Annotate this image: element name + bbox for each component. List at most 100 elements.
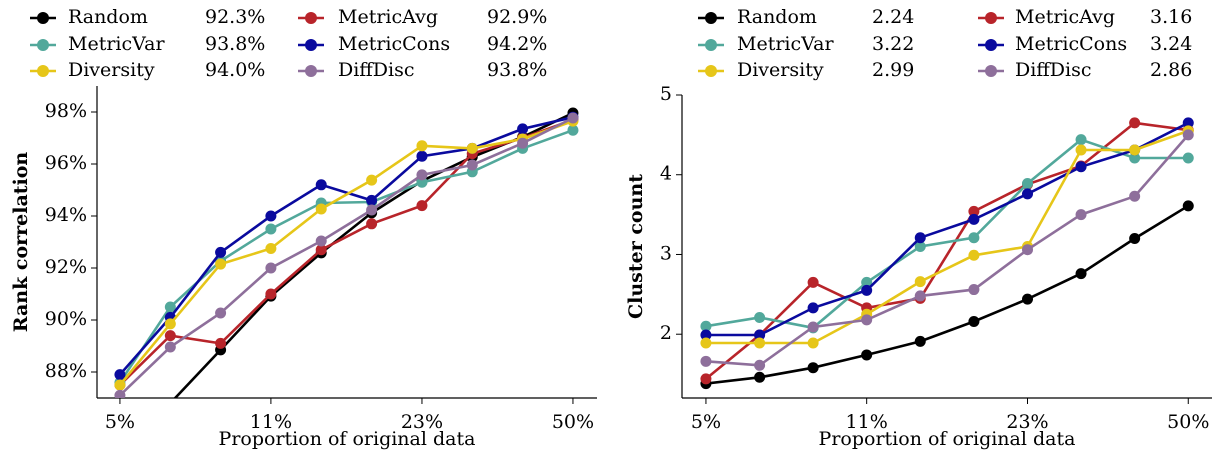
data-point: [1075, 268, 1087, 280]
data-point: [366, 174, 378, 186]
data-point: [700, 373, 712, 385]
data-point: [1182, 152, 1194, 164]
x-tick-label: 50%: [1167, 411, 1209, 433]
legend-marker: [37, 39, 49, 51]
data-point: [1075, 209, 1087, 221]
data-point: [1129, 152, 1141, 164]
data-point: [700, 329, 712, 341]
data-point: [968, 284, 980, 296]
data-point: [1022, 293, 1034, 305]
legend-label: Diversity: [737, 59, 824, 81]
data-point: [754, 337, 766, 349]
legend-label: DiffDisc: [1015, 59, 1092, 81]
data-point: [914, 232, 926, 244]
data-point: [754, 371, 766, 383]
data-point: [265, 223, 277, 235]
x-tick-label: 5%: [105, 411, 135, 433]
legend-label: Diversity: [68, 59, 155, 81]
data-point: [164, 341, 176, 353]
data-point: [265, 210, 277, 222]
data-point: [700, 320, 712, 332]
data-point: [807, 337, 819, 349]
y-axis-label: Cluster count: [625, 174, 647, 319]
data-point: [517, 137, 529, 149]
data-point: [164, 318, 176, 330]
x-axis-label: Proportion of original data: [219, 428, 476, 450]
data-point: [215, 258, 227, 270]
legend-marker: [985, 39, 997, 51]
legend-value: 2.24: [872, 6, 914, 28]
data-point: [517, 123, 529, 135]
legend-value: 93.8%: [205, 33, 265, 55]
y-tick-label: 90%: [45, 308, 87, 330]
data-point: [914, 276, 926, 288]
legend-marker: [37, 65, 49, 77]
data-point: [1129, 117, 1141, 129]
legend-label: MetricVar: [737, 33, 834, 55]
y-tick-label: 5: [660, 83, 672, 105]
x-tick-label: 5%: [691, 411, 721, 433]
data-point: [914, 290, 926, 302]
legend-label: MetricAvg: [338, 6, 438, 28]
legend-marker: [305, 39, 317, 51]
legend-value: 3.22: [872, 33, 914, 55]
data-point: [807, 362, 819, 374]
legend-marker: [705, 12, 717, 24]
data-point: [807, 276, 819, 288]
series-line: [173, 111, 574, 398]
data-point: [861, 284, 873, 296]
legend-value: 2.86: [1150, 59, 1192, 81]
legend-value: 92.3%: [205, 6, 265, 28]
data-point: [1129, 233, 1141, 245]
data-point: [315, 244, 327, 256]
legend-label: MetricVar: [68, 33, 165, 55]
data-point: [164, 330, 176, 342]
series-line: [705, 129, 1189, 345]
data-point: [700, 355, 712, 367]
data-point: [366, 204, 378, 216]
data-point: [1022, 188, 1034, 200]
series-line: [118, 116, 574, 397]
legend-value: 93.8%: [487, 59, 547, 81]
plot-area: [114, 107, 579, 398]
data-point: [567, 112, 579, 124]
legend-marker: [305, 65, 317, 77]
legend-label: Random: [68, 6, 148, 28]
data-point: [1182, 129, 1194, 141]
y-tick-label: 88%: [45, 360, 87, 382]
data-point: [807, 321, 819, 333]
series-line: [118, 118, 574, 386]
data-point: [1075, 161, 1087, 173]
data-point: [265, 262, 277, 274]
y-tick-label: 4: [660, 163, 672, 185]
data-point: [807, 302, 819, 314]
legend-label: MetricCons: [338, 33, 450, 55]
data-point: [968, 232, 980, 244]
y-tick-label: 96%: [45, 152, 87, 174]
legend-label: MetricAvg: [1015, 6, 1115, 28]
data-point: [215, 246, 227, 258]
data-point: [1129, 190, 1141, 202]
data-point: [1182, 117, 1194, 129]
data-point: [215, 307, 227, 319]
data-point: [1129, 144, 1141, 156]
series-line: [705, 121, 1189, 380]
data-point: [416, 169, 428, 181]
data-point: [1182, 200, 1194, 212]
data-point: [416, 140, 428, 152]
series-line: [705, 134, 1190, 367]
y-tick-label: 98%: [45, 100, 87, 122]
legend-value: 3.16: [1150, 6, 1192, 28]
legend-marker: [705, 39, 717, 51]
legend-marker: [985, 12, 997, 24]
y-tick-label: 94%: [45, 204, 87, 226]
legend-marker: [705, 65, 717, 77]
data-point: [968, 205, 980, 217]
legend-label: Random: [737, 6, 817, 28]
series-line: [705, 138, 1189, 330]
data-point: [366, 218, 378, 230]
data-point: [466, 142, 478, 154]
x-tick-label: 50%: [552, 411, 594, 433]
data-point: [1022, 244, 1034, 256]
